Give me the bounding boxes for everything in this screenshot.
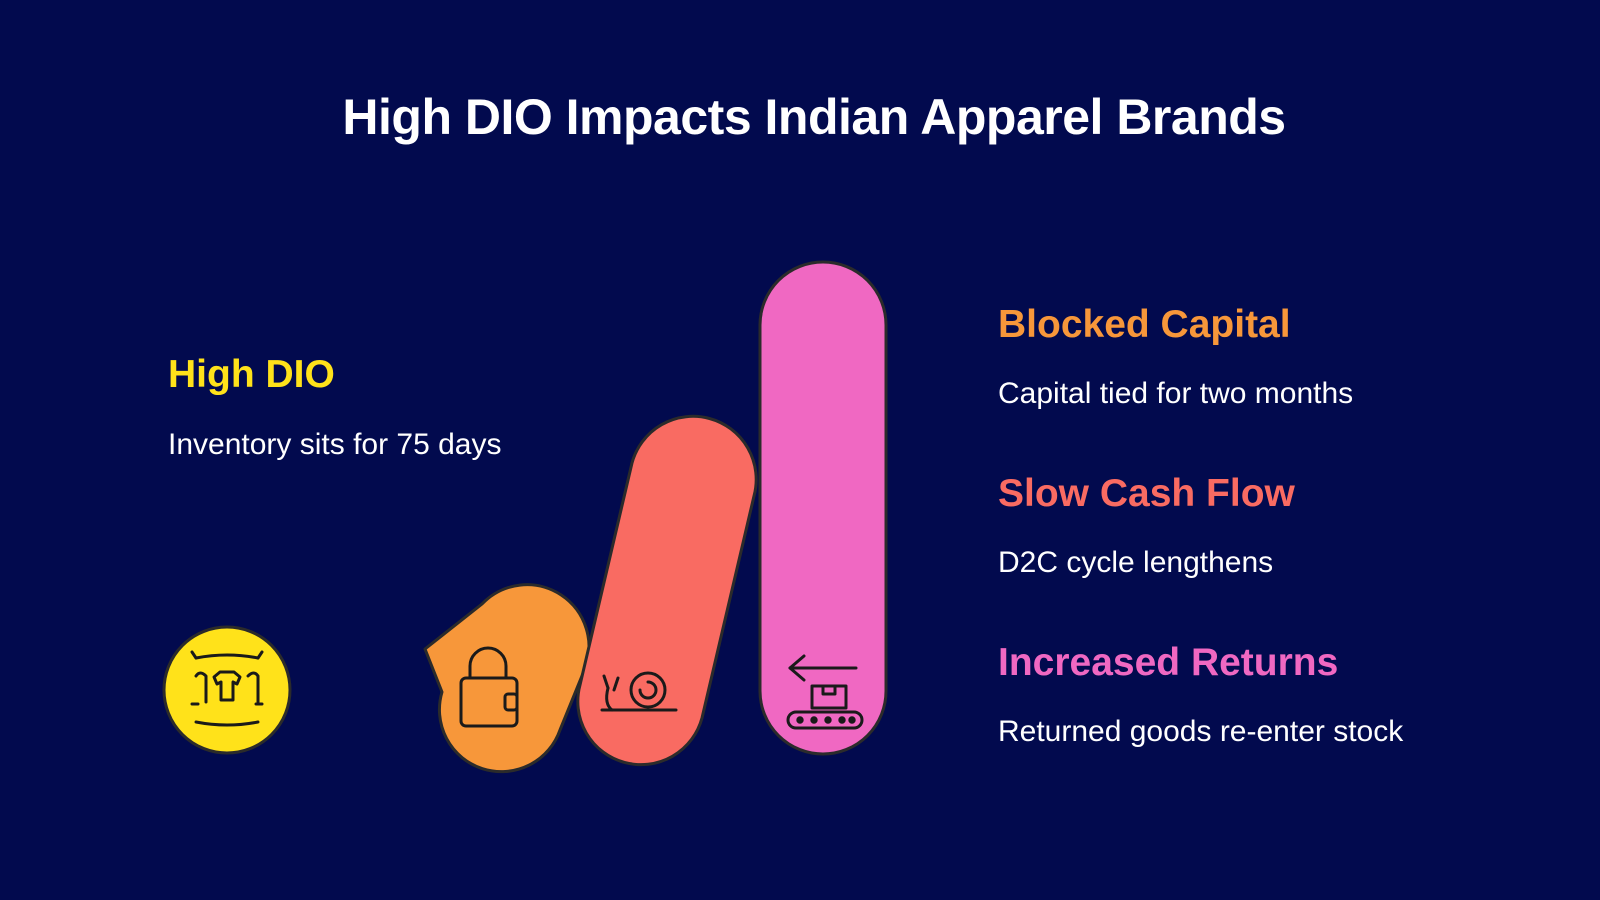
impact-title: Increased Returns — [998, 641, 1339, 684]
cause-marker — [162, 625, 292, 755]
impact-description: Capital tied for two months — [998, 376, 1354, 410]
page-title: High DIO Impacts Indian Apparel Brands — [342, 89, 1286, 145]
impact-label-slow-cash-flow: Slow Cash Flow D2C cycle lengthens — [998, 472, 1295, 581]
impact-bar-blocked-capital — [423, 583, 591, 774]
impact-description: D2C cycle lengthens — [998, 545, 1274, 579]
impact-bar-increased-returns — [758, 260, 888, 756]
impact-description: Returned goods re-enter stock — [998, 714, 1404, 748]
wallet-lock-icon — [459, 646, 519, 728]
cause-label: High DIO Inventory sits for 75 days — [168, 353, 502, 463]
cause-title: High DIO — [168, 353, 335, 396]
impact-label-blocked-capital: Blocked Capital Capital tied for two mon… — [998, 303, 1354, 412]
conveyor-return-icon — [786, 654, 864, 730]
impact-label-increased-returns: Increased Returns Returned goods re-ente… — [998, 641, 1404, 750]
cause-description: Inventory sits for 75 days — [168, 427, 502, 461]
clothing-rack-icon — [190, 650, 264, 727]
impact-title: Slow Cash Flow — [998, 472, 1295, 515]
impact-bar-slow-cash-flow — [576, 414, 758, 767]
snail-icon — [600, 671, 678, 712]
impact-title: Blocked Capital — [998, 303, 1291, 346]
